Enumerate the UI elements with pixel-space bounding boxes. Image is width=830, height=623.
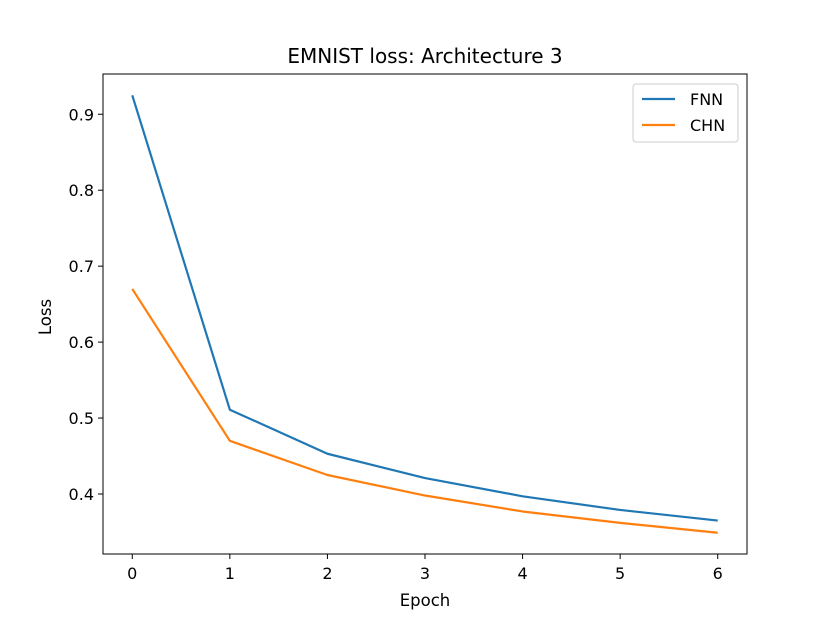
x-tick-label: 1 <box>225 564 235 583</box>
y-tick-label: 0.8 <box>69 181 94 200</box>
legend-label-chn: CHN <box>690 116 725 135</box>
x-tick-label: 4 <box>517 564 527 583</box>
y-axis-ticks: 0.4 0.5 0.6 0.7 0.8 0.9 <box>69 105 103 504</box>
x-axis-label: Epoch <box>400 591 451 610</box>
chart-title: EMNIST loss: Architecture 3 <box>287 44 562 68</box>
legend: FNN CHN <box>632 83 739 143</box>
y-tick-label: 0.4 <box>69 485 94 504</box>
legend-label-fnn: FNN <box>690 90 723 109</box>
series-line-chn <box>131 288 718 534</box>
y-tick-label: 0.6 <box>69 333 94 352</box>
x-tick-label: 6 <box>713 564 723 583</box>
x-tick-label: 0 <box>127 564 137 583</box>
x-tick-label: 2 <box>322 564 332 583</box>
y-tick-label: 0.9 <box>69 105 94 124</box>
series-line-fnn <box>131 94 718 522</box>
y-axis-label: Loss <box>36 299 55 335</box>
y-tick-label: 0.5 <box>69 409 94 428</box>
series-layer <box>131 94 718 534</box>
y-tick-label: 0.7 <box>69 257 94 276</box>
x-tick-label: 5 <box>615 564 625 583</box>
plot-area: 0 1 2 3 4 5 6 0.4 0.5 0.6 0.7 0.8 0.9 <box>69 73 748 583</box>
x-axis-ticks: 0 1 2 3 4 5 6 <box>127 554 723 583</box>
x-tick-label: 3 <box>420 564 430 583</box>
